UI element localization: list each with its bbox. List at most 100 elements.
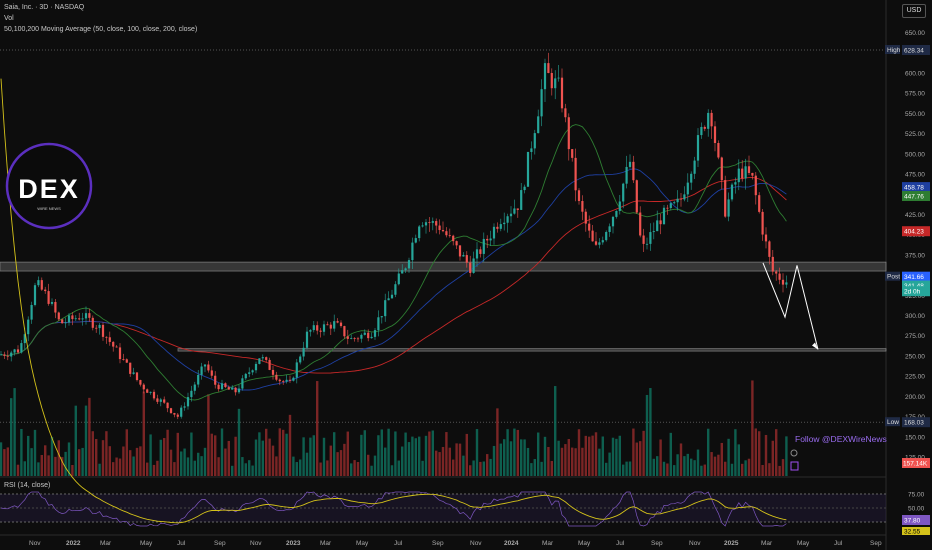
volume-bar [516, 429, 519, 476]
candle [455, 241, 458, 246]
volume-bar [550, 460, 553, 476]
volume-bar [101, 440, 105, 476]
volume-bar [159, 439, 162, 476]
candle [54, 301, 57, 313]
ma200-line [0, 176, 787, 374]
volume-bar [713, 456, 717, 476]
volume-bar [299, 459, 302, 476]
volume-bar [20, 428, 23, 476]
volume-bar [571, 447, 574, 476]
volume-bar [319, 462, 322, 476]
candle [720, 157, 723, 181]
volume-bar [666, 463, 669, 476]
volume-bar [98, 463, 101, 476]
candle [47, 291, 50, 304]
volume-bar [251, 465, 254, 476]
candle [251, 370, 254, 373]
volume-bar [492, 445, 496, 476]
time-tick-label: 2024 [504, 540, 519, 547]
volume-bar [288, 414, 292, 476]
time-tick-label: May [356, 540, 369, 547]
volume-box [902, 458, 930, 468]
volume-bar [690, 458, 693, 476]
candle [356, 338, 360, 340]
ma50-price-value: 458.78 [904, 185, 924, 192]
volume-bar [526, 447, 530, 476]
volume-bar [747, 458, 751, 476]
volume-bar [146, 462, 149, 476]
candle [710, 112, 713, 127]
volume-bar [186, 457, 190, 476]
rsi-ma-value: 32.55 [904, 529, 921, 536]
volume-bar [645, 394, 649, 476]
candle [666, 207, 669, 209]
event-marker [790, 449, 798, 457]
volume-bar [244, 463, 247, 476]
candle [10, 352, 13, 357]
volume-bar [302, 437, 305, 476]
candle [662, 207, 666, 225]
candle [669, 203, 672, 209]
follow-label: Follow @DEXWireNews [795, 434, 887, 444]
volume-bar [135, 447, 139, 476]
volume-bar [37, 462, 40, 476]
price-tick-label: 600.00 [905, 70, 925, 77]
candle [380, 316, 383, 318]
volume-bar [543, 436, 547, 476]
candle [220, 383, 224, 390]
price-tick-label: 425.00 [905, 212, 925, 219]
low-tag-label: Low [887, 419, 899, 426]
candle [513, 208, 516, 214]
volume-bar [462, 455, 465, 476]
time-tick-label: 2022 [66, 540, 81, 547]
candle [197, 374, 200, 385]
time-tick-label: 2023 [286, 540, 301, 547]
candle [747, 166, 751, 173]
candle [159, 399, 162, 402]
candle [642, 235, 645, 244]
volume-bar [683, 456, 686, 476]
candle [530, 148, 533, 152]
volume-bar [656, 456, 659, 476]
candle [469, 262, 472, 273]
candle [394, 284, 397, 295]
currency-button[interactable]: USD [902, 4, 926, 18]
candle [751, 172, 754, 176]
volume-bar [78, 449, 81, 476]
volume-bar [248, 460, 251, 476]
volume-bar [472, 460, 475, 476]
candle [285, 379, 288, 382]
ma200-price-box [902, 226, 930, 237]
volume-bar [360, 434, 363, 476]
volume-bar [503, 439, 506, 476]
volume-value: 157.14K [903, 461, 928, 468]
volume-bar [176, 432, 179, 476]
volume-bar [268, 438, 271, 476]
candle [71, 315, 74, 320]
high-value: 628.34 [904, 48, 924, 55]
volume-bar [594, 432, 598, 476]
candle [292, 377, 295, 381]
candle [139, 380, 142, 385]
volume-bar [40, 454, 43, 476]
volume-bar [679, 443, 683, 476]
volume-bar [200, 456, 203, 476]
candle [339, 322, 343, 327]
candle [764, 234, 768, 242]
volume-bar [217, 457, 220, 476]
volume-bar [346, 431, 349, 476]
volume-bar [781, 459, 785, 476]
volume-bar [214, 435, 217, 476]
candle [282, 381, 285, 382]
volume-bar [203, 447, 207, 476]
volume-bar [441, 446, 445, 476]
volume-bar [285, 433, 288, 476]
low-tag [885, 417, 900, 427]
candle [778, 273, 781, 280]
candle [730, 184, 734, 200]
rsi-ma-line [0, 78, 787, 524]
volume-bar [414, 438, 417, 476]
candle [363, 332, 366, 335]
candle [598, 242, 601, 245]
